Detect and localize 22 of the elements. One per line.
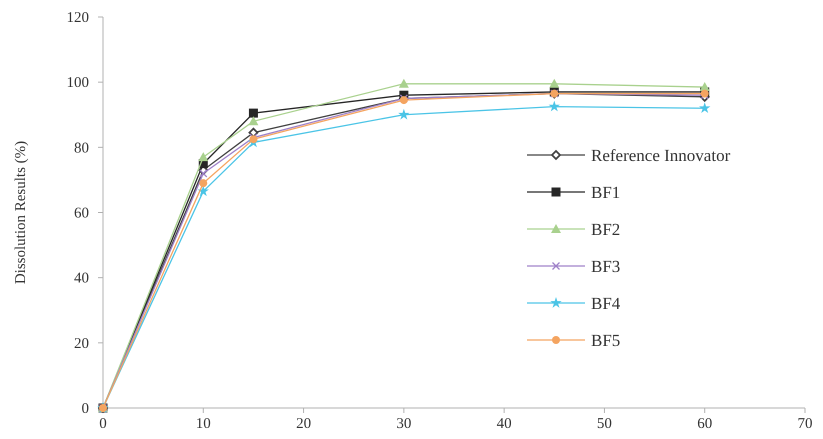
y-axis-title: Dissolution Results (%) (13, 140, 29, 284)
legend-label: BF5 (591, 331, 620, 350)
x-tick-label: 10 (196, 416, 211, 432)
x-tick-label: 60 (697, 416, 712, 432)
y-tick-label: 60 (74, 206, 89, 222)
x-tick-label: 30 (396, 416, 412, 432)
legend-label: Reference Innovator (591, 146, 731, 165)
y-tick-label: 100 (66, 75, 89, 92)
y-tick-label: 120 (66, 10, 89, 26)
x-tick-label: 20 (296, 416, 312, 432)
y-tick-label: 40 (74, 270, 89, 287)
x-tick-label: 40 (496, 416, 512, 432)
legend-label: BF3 (591, 257, 620, 276)
legend-label: BF2 (591, 220, 620, 239)
x-tick-label: 0 (99, 416, 107, 432)
y-tick-label: 20 (74, 336, 89, 352)
y-tick-label: 0 (82, 401, 89, 417)
legend-label: BF1 (591, 183, 620, 202)
x-tick-label: 50 (596, 416, 612, 432)
x-tick-label: 70 (798, 416, 812, 432)
legend-label: BF4 (591, 294, 621, 313)
y-tick-label: 80 (74, 140, 89, 156)
